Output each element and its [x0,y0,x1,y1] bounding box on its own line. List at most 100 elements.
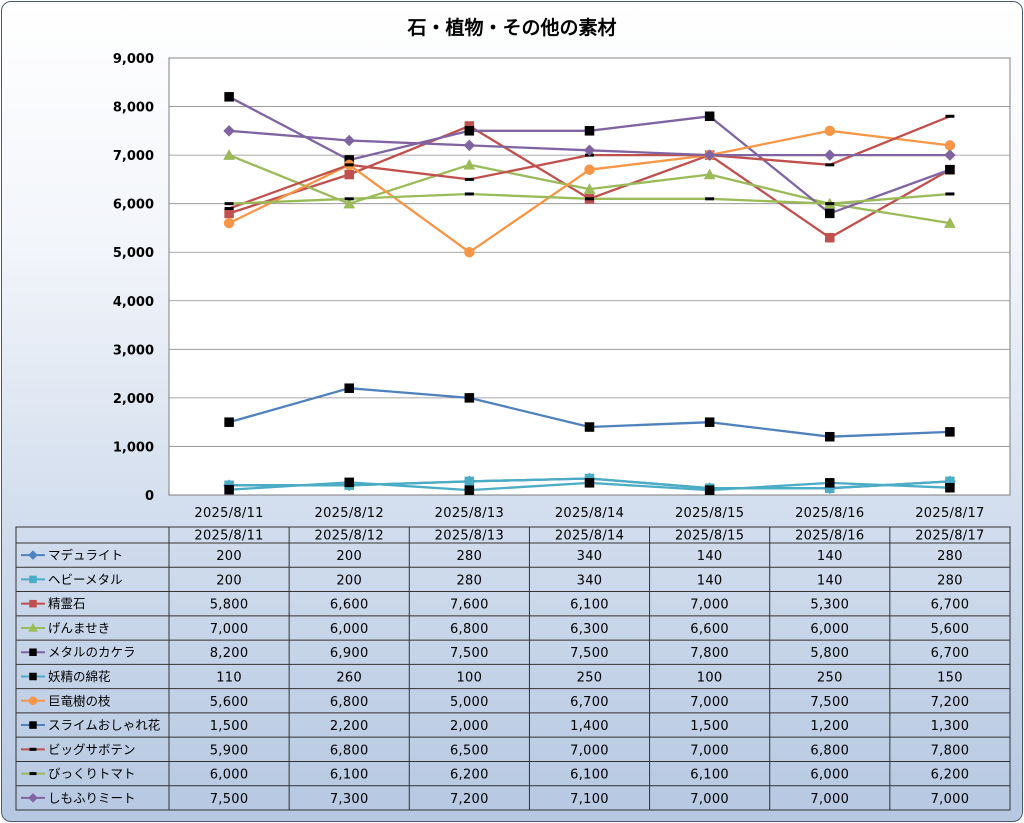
table-cell: 200 [216,573,242,588]
table-header-cell: 2025/8/13 [435,529,504,544]
table-cell: 1,400 [570,719,609,734]
table-cell: 8,200 [210,646,249,661]
data-point [463,139,476,152]
data-point [704,111,715,122]
data-point [224,202,234,206]
data-point [823,149,836,161]
data-point [825,431,835,442]
legend-marker [28,696,38,706]
x-tick-label: 2025/8/13 [435,506,504,521]
table-cell: 2,200 [330,719,369,734]
table-cell: 5,300 [810,598,849,613]
legend-label: 精霊石 [48,596,86,611]
table-cell: 5,900 [210,743,249,758]
table-cell: 200 [336,549,362,564]
data-point [464,177,474,181]
data-point [463,158,476,170]
data-point [344,477,354,488]
data-point [825,478,835,488]
table-header-cell: 2025/8/11 [194,529,263,544]
data-point [585,197,594,201]
table-cell: 6,000 [810,622,849,637]
table-cell: 200 [336,573,362,588]
table-cell: 7,000 [210,622,249,637]
table-cell: 7,000 [570,743,609,758]
table-cell: 5,600 [210,695,249,710]
legend-label: 巨竜樹の枝 [48,693,111,708]
x-tick-label: 2025/8/14 [555,506,624,521]
data-point [223,149,235,160]
data-point [583,183,596,194]
legend-marker [29,648,37,656]
table-cell: 140 [697,573,723,588]
data-point [824,125,836,137]
x-tick-label: 2025/8/16 [795,506,864,521]
table-cell: 250 [817,671,843,686]
x-tick-label: 2025/8/17 [915,506,984,521]
chart-title: 石・植物・その他の素材 [406,16,616,39]
data-point [464,476,475,487]
table-cell: 140 [817,549,843,564]
table-cell: 6,800 [330,743,369,758]
table-cell: 5,800 [210,598,249,613]
table-cell: 6,800 [810,743,849,758]
table-cell: 5,600 [931,622,970,637]
data-point [224,484,234,495]
data-point [344,197,354,201]
table-cell: 7,000 [690,792,729,807]
table-cell: 110 [216,671,242,686]
table-cell: 7,100 [570,792,609,807]
table-cell: 280 [456,573,482,588]
table-cell: 7,000 [690,598,729,613]
table-cell: 7,800 [690,646,729,661]
data-point [704,485,715,495]
legend-marker [28,550,38,560]
legend-label: びっくりトマト [48,766,136,781]
data-point [703,168,716,180]
data-point [945,114,955,118]
table-cell: 7,300 [330,792,369,807]
table-cell: 7,000 [690,695,729,710]
legend-marker [29,575,37,584]
table-cell: 1,500 [210,719,249,734]
data-point [224,417,234,427]
table-cell: 1,500 [690,719,729,734]
data-point [464,485,475,495]
y-tick-label: 0 [145,489,154,504]
y-tick-label: 3,000 [113,343,154,358]
legend-marker [28,622,38,632]
data-point [464,192,474,196]
data-point [224,207,234,211]
data-point [825,163,835,167]
table-cell: 280 [937,573,963,588]
table-cell: 2,000 [450,719,489,734]
table-cell: 6,600 [330,598,369,613]
data-table [15,526,1011,811]
legend-marker [29,721,37,729]
data-point [705,197,715,201]
table-cell: 250 [577,671,603,686]
table-cell: 6,200 [450,768,489,783]
y-tick-label: 6,000 [113,198,154,213]
table-cell: 6,000 [330,622,369,637]
data-point [223,124,235,137]
table-cell: 6,700 [570,695,609,710]
table-cell: 6,600 [690,622,729,637]
x-tick-label: 2025/8/11 [194,506,263,521]
table-cell: 7,600 [450,598,489,613]
y-tick-label: 4,000 [113,295,154,310]
x-tick-label: 2025/8/15 [675,506,744,521]
legend-marker [29,672,37,681]
table-cell: 340 [577,573,603,588]
table-cell: 280 [937,549,963,564]
table-cell: 7,200 [931,695,970,710]
x-tick-label: 2025/8/12 [315,506,384,521]
data-point [343,134,356,147]
data-point [703,149,716,161]
table-header-cell: 2025/8/15 [675,529,744,544]
legend-marker [29,772,37,776]
table-cell: 5,800 [810,646,849,661]
table-cell: 140 [817,573,843,588]
table-cell: 6,700 [931,646,970,661]
table-cell: 6,200 [931,768,970,783]
